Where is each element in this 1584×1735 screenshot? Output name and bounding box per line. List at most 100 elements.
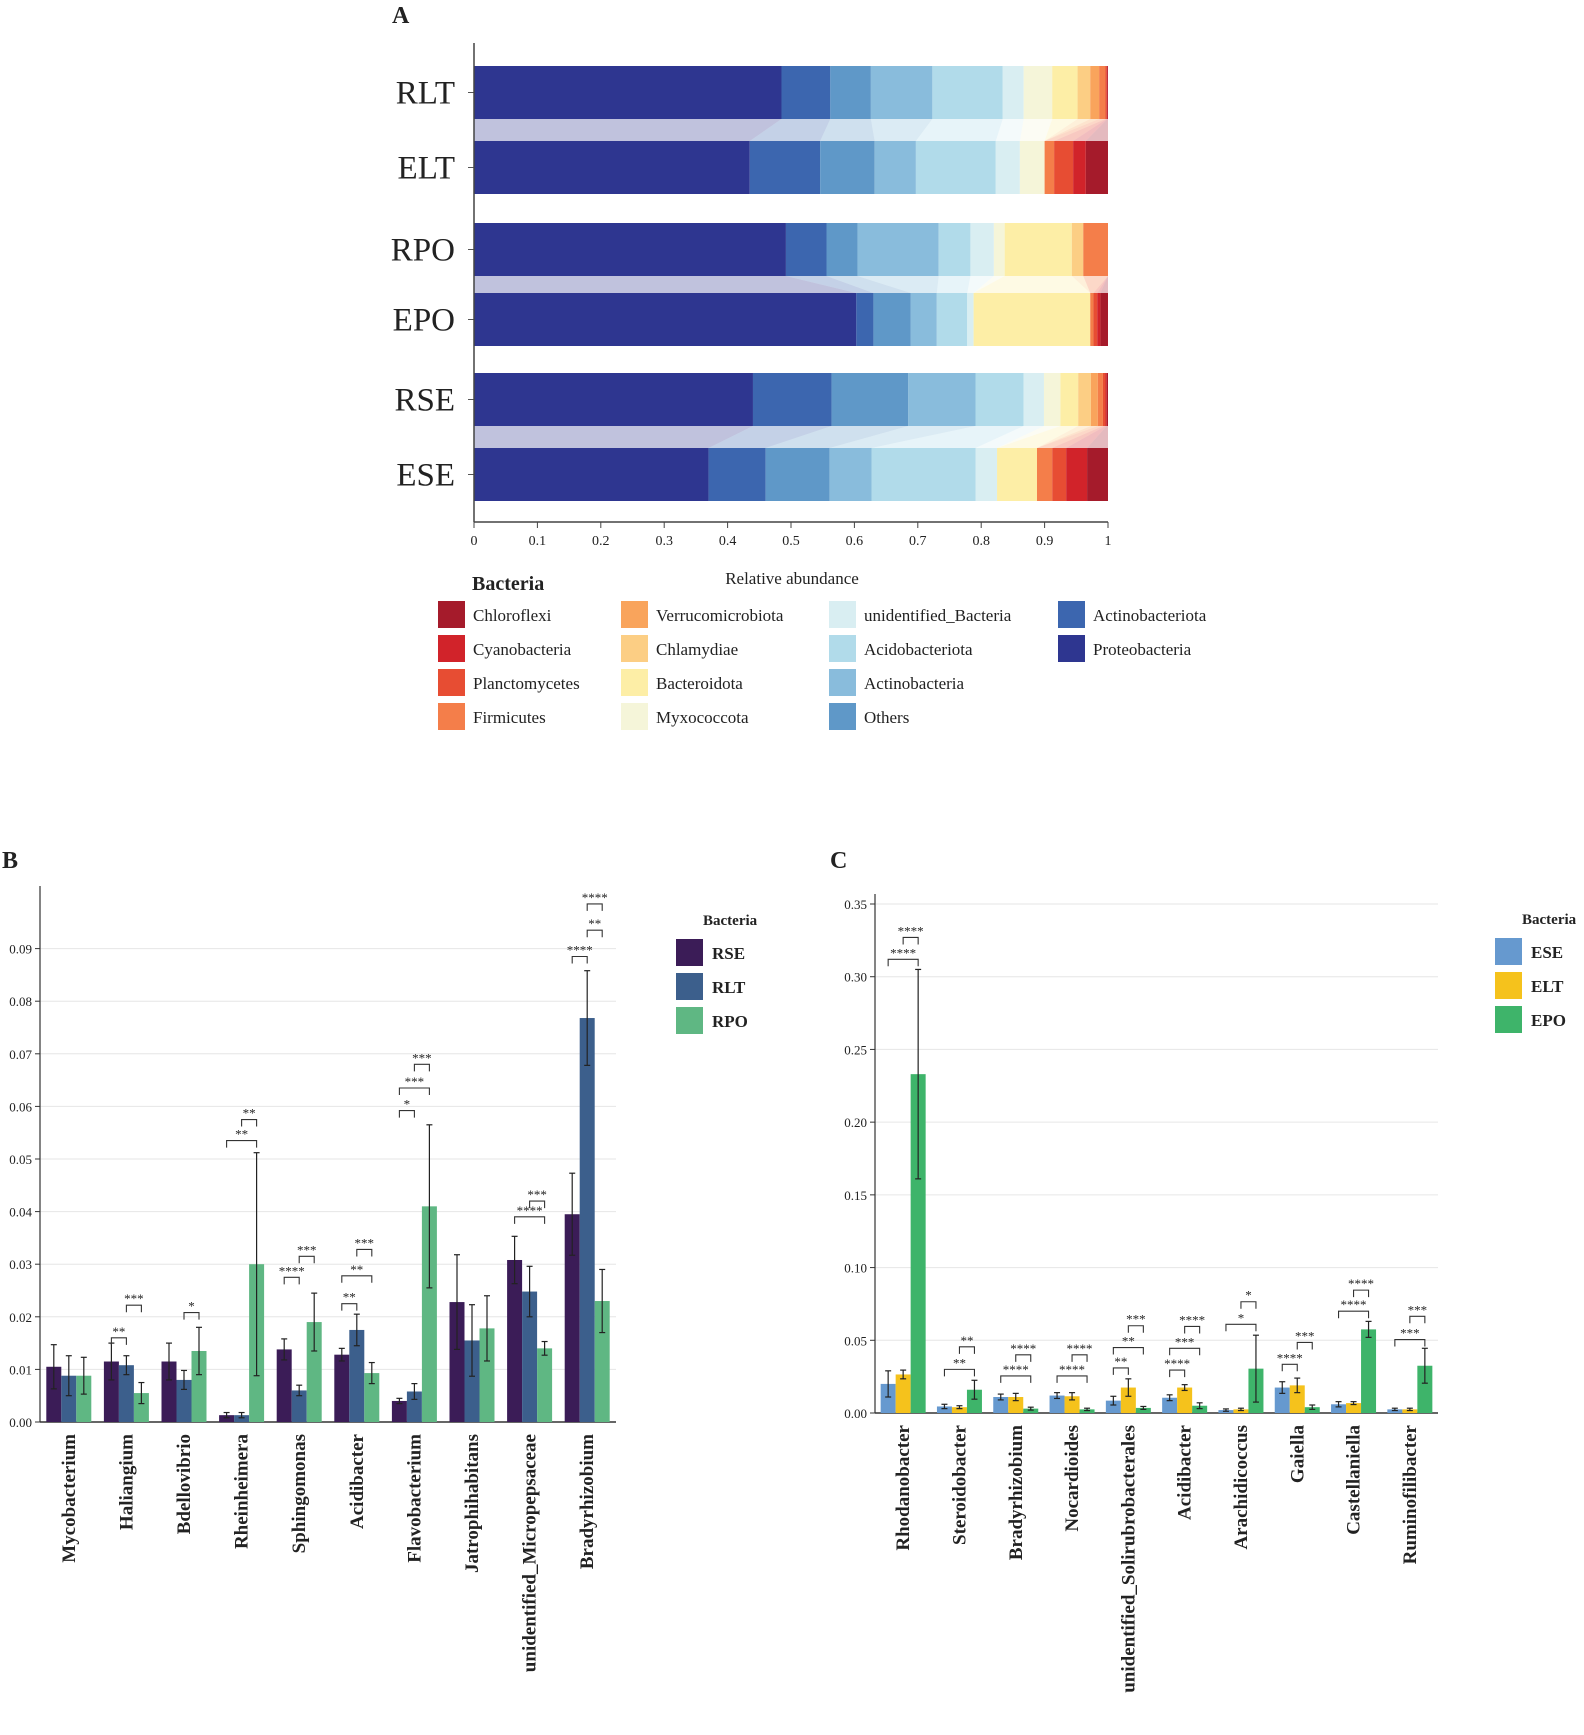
significance-bracket [110, 1337, 127, 1345]
bar-segment [975, 448, 998, 501]
bar [1135, 1407, 1151, 1413]
legend-label: Proteobacteria [1093, 640, 1192, 659]
significance-bracket [1184, 1325, 1201, 1334]
y-tick-label: 0.04 [9, 1205, 32, 1220]
flow-band [1036, 426, 1098, 448]
bar [1361, 1329, 1377, 1413]
flow-band [997, 426, 1061, 448]
legend-label: unidentified_Bacteria [864, 606, 1012, 625]
significance-bracket [571, 955, 588, 964]
significance-bracket [1225, 1323, 1257, 1332]
flow-band [1071, 276, 1091, 293]
y-tick-label: 0.00 [844, 1406, 867, 1421]
bar-segment [870, 66, 933, 119]
bar-segment [1105, 373, 1107, 426]
y-tick-label: 0.35 [844, 897, 867, 912]
significance-bracket [1240, 1301, 1257, 1309]
significance-label: **** [1341, 1297, 1367, 1312]
bar [479, 1328, 495, 1422]
bar [1120, 1387, 1136, 1413]
bar-segment [1097, 373, 1103, 426]
bar-segment [1090, 293, 1094, 346]
significance-bracket [125, 1304, 142, 1313]
legend-label: Actinobacteriota [1093, 606, 1207, 625]
significance-bracket [226, 1140, 258, 1148]
bar [564, 1214, 580, 1422]
x-tick-label: 0.4 [719, 534, 737, 549]
legend-label: Myxococcota [656, 708, 749, 727]
flow-band [1044, 119, 1091, 141]
significance-label: **** [1277, 1350, 1303, 1365]
bar-segment [1106, 373, 1108, 426]
significance-bracket [514, 1216, 546, 1224]
x-tick-label: 1 [1105, 534, 1112, 549]
legend-title: Bacteria [703, 913, 758, 929]
panel-b: B 0.00 0.01 0.02 0.03 0.04 0.05 0.06 0.07 0.08 0.… [2, 848, 758, 1672]
significance-bracket [943, 1368, 975, 1377]
category-label: Acidibacter [1175, 1424, 1196, 1520]
bar [507, 1259, 523, 1422]
bar [421, 1206, 437, 1422]
bar-segment [474, 448, 709, 501]
significance-label: **** [1010, 1341, 1036, 1356]
legend-label: RSE [712, 944, 745, 963]
panel-a: A RLT ELT RPO EPO RSE ESE 0 0.1 0.2 0.3 0.4 0.5 0.6 0… [391, 3, 1207, 730]
bar [1192, 1405, 1208, 1413]
legend-swatch [829, 669, 856, 696]
bar-segment [474, 293, 857, 346]
category-label: Rhodanobacter [893, 1424, 914, 1550]
significance-bracket [1071, 1354, 1088, 1362]
flow-band [1044, 119, 1100, 141]
significance-bracket [887, 958, 919, 967]
bar-segment [997, 448, 1037, 501]
bar [406, 1391, 422, 1422]
significance-label: * [404, 1097, 411, 1112]
bar-segment [873, 293, 911, 346]
significance-label: *** [1126, 1312, 1146, 1327]
y-tick-label: 0.30 [844, 970, 867, 985]
bar-segment [1052, 66, 1078, 119]
bar [449, 1302, 465, 1422]
legend-title: Bacteria [1522, 912, 1577, 928]
legend-label: RLT [712, 978, 746, 997]
legend-swatch [438, 635, 465, 662]
flow-band [1036, 426, 1103, 448]
significance-label: **** [582, 890, 608, 905]
flow-band [765, 426, 909, 448]
bar-segment [975, 373, 1024, 426]
bar-segment [910, 293, 937, 346]
y-tick-label: 0.02 [9, 1310, 32, 1325]
flow-band [973, 276, 1091, 293]
bar-segment [1071, 223, 1084, 276]
flow-band [1097, 276, 1108, 293]
flow-band [871, 426, 1024, 448]
legend-swatch [676, 973, 703, 1000]
flow-band [1066, 426, 1107, 448]
legend-swatch [621, 669, 648, 696]
legend-label: Cyanobacteria [473, 640, 572, 659]
significance-label: **** [1348, 1276, 1374, 1291]
flow-band [474, 426, 753, 448]
category-label: Bdellovibrio [174, 1434, 195, 1534]
significance-label: ** [343, 1290, 356, 1305]
bar-segment [1073, 141, 1086, 194]
legend-label: Chlamydiae [656, 640, 738, 659]
bar-segment [749, 141, 821, 194]
flow-band [474, 119, 782, 141]
bar-segment [932, 66, 1003, 119]
bar [910, 1074, 926, 1413]
flow-band [785, 276, 874, 293]
category-label: Jatrophihabitans [462, 1434, 483, 1573]
row-label: RLT [396, 76, 455, 112]
flow-band [1044, 119, 1106, 141]
significance-bracket [1015, 1354, 1032, 1362]
category-label: Nocardioides [1062, 1425, 1083, 1532]
significance-bracket [1296, 1341, 1313, 1350]
flow-band [1044, 119, 1078, 141]
legend-label: ESE [1531, 943, 1563, 962]
bar-segment [1043, 373, 1061, 426]
bar-segment [1060, 373, 1079, 426]
significance-bracket [1394, 1339, 1426, 1347]
x-tick-label: 0.7 [909, 534, 927, 549]
